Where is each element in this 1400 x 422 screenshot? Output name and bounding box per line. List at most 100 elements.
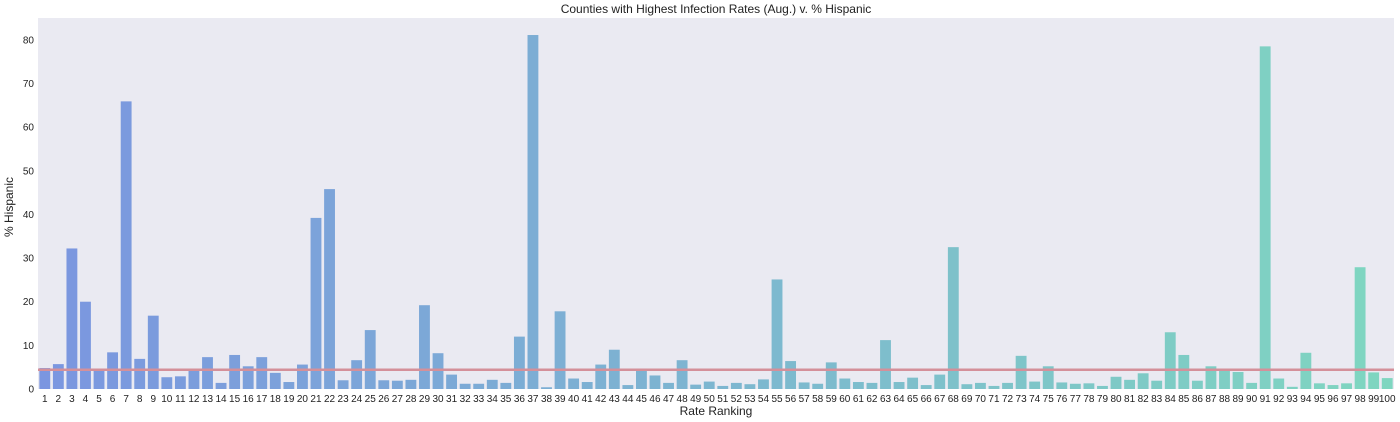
x-tick-label: 13 <box>202 394 214 405</box>
x-tick-label: 72 <box>1002 394 1014 405</box>
bar-69 <box>961 384 973 389</box>
chart-title: Counties with Highest Infection Rates (A… <box>561 2 872 16</box>
x-tick-label: 88 <box>1219 394 1231 405</box>
x-tick-label: 56 <box>785 394 797 405</box>
x-tick-label: 39 <box>554 394 566 405</box>
bar-11 <box>174 376 186 389</box>
x-tick-label: 38 <box>541 394 553 405</box>
x-tick-label: 63 <box>880 394 892 405</box>
x-tick-label: 89 <box>1232 394 1244 405</box>
y-tick-label: 60 <box>23 123 35 134</box>
x-tick-label: 54 <box>758 394 770 405</box>
x-tick-label: 77 <box>1070 394 1082 405</box>
bar-10 <box>161 377 173 389</box>
bar-85 <box>1178 354 1190 389</box>
x-tick-label: 64 <box>893 394 905 405</box>
bar-72 <box>1002 382 1013 389</box>
bar-54 <box>758 379 769 389</box>
x-tick-label: 98 <box>1355 394 1367 405</box>
bar-53 <box>744 384 756 389</box>
x-tick-label: 67 <box>934 394 946 405</box>
bar-83 <box>1151 380 1163 389</box>
x-tick-label: 90 <box>1246 394 1258 405</box>
bar-2 <box>52 364 64 389</box>
y-tick-label: 70 <box>23 79 35 90</box>
bar-30 <box>432 353 444 389</box>
bar-50 <box>703 381 715 389</box>
x-tick-label: 33 <box>473 394 485 405</box>
x-tick-label: 82 <box>1138 394 1150 405</box>
x-tick-label: 92 <box>1273 394 1285 405</box>
bar-87 <box>1205 366 1217 389</box>
bar-92 <box>1273 378 1285 389</box>
bar-32 <box>459 383 471 389</box>
bar-99 <box>1368 372 1380 389</box>
x-tick-label: 71 <box>988 394 1000 405</box>
bar-33 <box>473 383 485 389</box>
bar-1 <box>39 368 51 389</box>
x-tick-label: 96 <box>1327 394 1339 405</box>
bar-91 <box>1259 46 1271 390</box>
bar-34 <box>486 379 498 389</box>
bar-42 <box>595 364 607 389</box>
bar-62 <box>866 382 878 389</box>
x-tick-label: 20 <box>297 394 309 405</box>
bar-76 <box>1056 382 1068 389</box>
x-tick-label: 37 <box>527 394 539 405</box>
bar-86 <box>1191 380 1203 389</box>
x-tick-label: 32 <box>460 394 472 405</box>
x-tick-label: 80 <box>1110 394 1122 405</box>
x-tick-label: 95 <box>1314 394 1326 405</box>
bar-7 <box>120 101 132 390</box>
bar-59 <box>825 362 837 389</box>
x-tick-label: 27 <box>392 394 404 405</box>
x-tick-label: 46 <box>649 394 661 405</box>
bar-41 <box>581 382 593 389</box>
bar-100 <box>1381 378 1393 389</box>
bar-88 <box>1219 370 1230 389</box>
x-tick-label: 91 <box>1260 394 1272 405</box>
x-tick-label: 45 <box>636 394 648 405</box>
x-tick-label: 23 <box>338 394 350 405</box>
bar-66 <box>920 385 932 389</box>
x-tick-label: 100 <box>1379 394 1396 405</box>
x-tick-label: 35 <box>500 394 512 405</box>
x-tick-label: 50 <box>704 394 716 405</box>
x-tick-label: 42 <box>595 394 607 405</box>
plot-background <box>38 18 1394 389</box>
y-tick-label: 40 <box>23 210 35 221</box>
x-tick-label: 36 <box>514 394 526 405</box>
x-tick-label: 58 <box>812 394 824 405</box>
x-tick-label: 99 <box>1368 394 1380 405</box>
bar-93 <box>1286 386 1298 389</box>
bar-96 <box>1327 385 1339 389</box>
x-tick-label: 52 <box>731 394 743 405</box>
x-tick-label: 40 <box>568 394 580 405</box>
x-tick-label: 66 <box>921 394 933 405</box>
bar-38 <box>541 387 552 389</box>
x-tick-label: 28 <box>405 394 417 405</box>
bar-61 <box>852 382 864 389</box>
bar-20 <box>297 364 308 389</box>
bar-36 <box>513 336 525 389</box>
x-tick-label: 15 <box>229 394 241 405</box>
bar-49 <box>690 384 702 389</box>
bar-71 <box>988 385 1000 389</box>
y-tick-label: 50 <box>23 166 35 177</box>
x-axis-ticks: 1 2 3 4 5 6 7 8 9 10 11 12 13 14 15 16 17 18 19 20 21 22 23 24 2… <box>42 394 1396 405</box>
x-axis-title: Rate Ranking <box>680 404 753 418</box>
x-tick-label: 84 <box>1165 394 1177 405</box>
x-tick-label: 74 <box>1029 394 1041 405</box>
bar-19 <box>283 382 295 389</box>
bar-82 <box>1137 373 1149 389</box>
y-tick-label: 10 <box>23 341 35 352</box>
bar-44 <box>622 385 634 389</box>
bar-65 <box>907 377 919 389</box>
bar-27 <box>391 380 403 389</box>
x-tick-label: 17 <box>256 394 268 405</box>
bar-21 <box>310 217 322 389</box>
x-tick-label: 29 <box>419 394 431 405</box>
x-tick-label: 47 <box>663 394 675 405</box>
bar-67 <box>934 374 946 389</box>
bar-17 <box>256 357 268 389</box>
